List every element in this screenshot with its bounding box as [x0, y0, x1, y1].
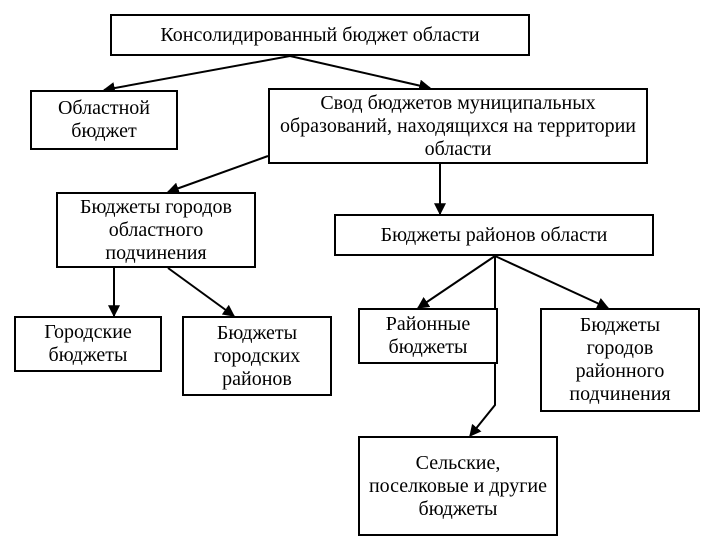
node-root: Консолидированный бюджет области	[110, 14, 530, 56]
node-svod: Свод бюджетов муниципальных образований,…	[268, 88, 648, 164]
node-oblast: Областной бюджет	[30, 90, 178, 150]
node-city-sub: Бюджеты городов областного подчинения	[56, 192, 256, 268]
node-districts: Бюджеты районов области	[334, 214, 654, 256]
node-rayon-b: Районные бюджеты	[358, 308, 498, 364]
diagram-canvas: Консолидированный бюджет области Областн…	[0, 0, 720, 556]
node-rural: Сельские, поселковые и другие бюджеты	[358, 436, 558, 536]
node-rayon-city: Бюджеты городов районного подчинения	[540, 308, 700, 412]
node-city-b: Городские бюджеты	[14, 316, 162, 372]
node-city-r: Бюджеты городских районов	[182, 316, 332, 396]
